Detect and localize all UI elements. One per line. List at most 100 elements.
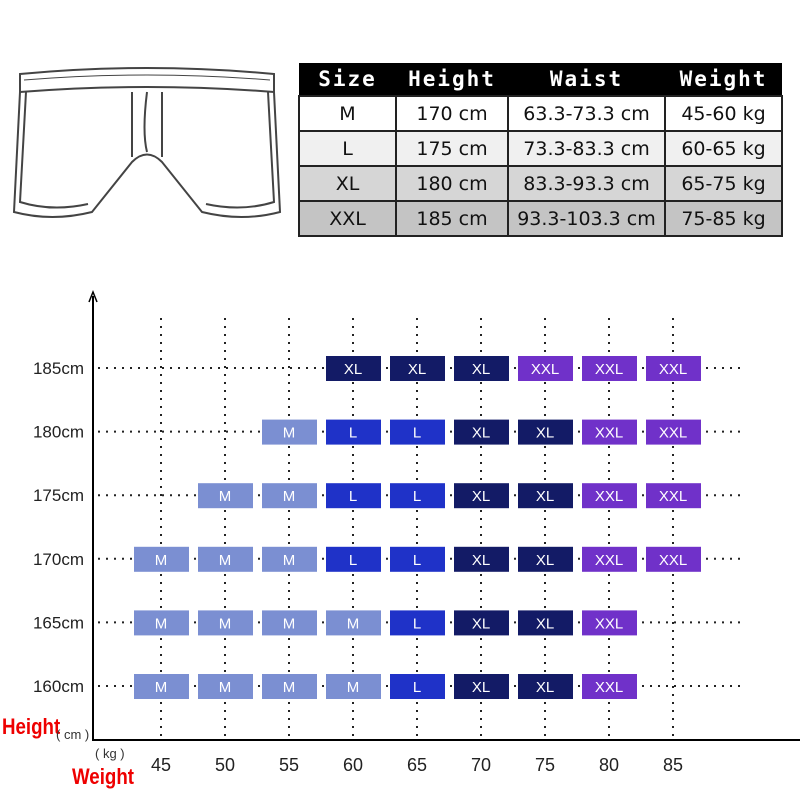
size-cell-xl: [518, 419, 573, 445]
size-cell-label: XL: [472, 615, 490, 632]
size-cell-xxl: [582, 546, 637, 572]
size-cell-m: [134, 674, 189, 699]
size-cell-label: L: [349, 425, 357, 442]
size-cell-label: L: [349, 552, 357, 569]
y-tick-label: 170cm: [33, 550, 84, 569]
header-waist: Waist: [508, 63, 665, 96]
x-tick-label: 65: [407, 755, 427, 775]
table-cell: 175 cm: [395, 130, 509, 167]
table-cell: 73.3-83.3 cm: [507, 130, 666, 167]
size-cell-label: M: [219, 615, 232, 632]
size-cell-label: XXL: [659, 425, 687, 442]
size-cell-label: M: [219, 488, 232, 505]
size-cell-xl: [454, 546, 509, 572]
table-cell: 75-85 kg: [664, 200, 783, 237]
size-cell-m: [134, 546, 189, 572]
size-cell-xl: [518, 674, 573, 699]
size-cell-xl: [454, 483, 509, 509]
x-tick-label: 85: [663, 755, 683, 775]
x-tick-label: 70: [471, 755, 491, 775]
size-cell-m: [198, 674, 253, 699]
x-tick-label: 50: [215, 755, 235, 775]
size-cell-label: XL: [408, 361, 426, 378]
size-cell-m: [262, 483, 317, 509]
y-tick-label: 175cm: [33, 486, 84, 505]
size-cell-label: M: [347, 615, 360, 632]
size-cell-label: L: [413, 552, 421, 569]
size-cell-l: [390, 674, 445, 699]
size-cell-label: XXL: [595, 361, 623, 378]
size-cell-m: [262, 546, 317, 572]
size-cell-label: XL: [536, 615, 554, 632]
table-cell: L: [298, 130, 397, 167]
size-cell-l: [390, 546, 445, 572]
x-axis-title: Weight: [72, 764, 134, 789]
size-cell-label: XL: [472, 679, 490, 696]
size-cell-label: L: [413, 425, 421, 442]
size-cell-l: [326, 546, 381, 572]
size-cell-xxl: [582, 419, 637, 445]
size-cell-label: XXL: [659, 361, 687, 378]
size-cell-label: XXL: [531, 361, 559, 378]
size-cell-xl: [454, 610, 509, 636]
size-cell-label: L: [413, 488, 421, 505]
size-cell-xxl: [582, 483, 637, 509]
y-tick-label: 165cm: [33, 613, 84, 632]
size-cell-xxl: [646, 419, 701, 445]
size-cell-label: XXL: [595, 615, 623, 632]
table-cell: M: [298, 95, 397, 132]
size-cell-label: XL: [344, 361, 362, 378]
size-cell-xxl: [646, 546, 701, 572]
table-cell: 180 cm: [395, 165, 509, 202]
x-tick-label: 80: [599, 755, 619, 775]
table-cell: 63.3-73.3 cm: [507, 95, 666, 132]
size-table: Size Height Waist Weight M 170 cm 63.3-73.…: [298, 63, 783, 237]
size-cell-xxl: [518, 356, 573, 381]
table-cell: 45-60 kg: [664, 95, 783, 132]
size-cell-m: [198, 483, 253, 509]
size-cell-label: XL: [472, 552, 490, 569]
size-cell-label: M: [283, 615, 296, 632]
size-cell-label: M: [219, 679, 232, 696]
size-cell-xxl: [582, 674, 637, 699]
size-cell-xl: [454, 356, 509, 381]
size-cell-label: L: [413, 615, 421, 632]
size-cell-xl: [518, 483, 573, 509]
size-cell-xxl: [646, 483, 701, 509]
size-cell-label: XXL: [659, 488, 687, 505]
size-cell-label: M: [283, 552, 296, 569]
size-cell-label: XL: [536, 552, 554, 569]
size-cell-m: [262, 419, 317, 445]
size-cell-label: M: [283, 488, 296, 505]
size-cell-label: XXL: [595, 488, 623, 505]
size-cell-l: [326, 419, 381, 445]
y-tick-label: 160cm: [33, 677, 84, 696]
size-cell-label: M: [347, 679, 360, 696]
y-axis-unit: ( cm ): [56, 727, 90, 742]
size-cell-xl: [518, 546, 573, 572]
table-row: L 175 cm 73.3-83.3 cm 60-65 kg: [298, 130, 783, 167]
y-axis-title: Height: [2, 714, 61, 739]
size-cell-xl: [390, 356, 445, 381]
size-cell-l: [326, 483, 381, 509]
size-cell-label: M: [283, 679, 296, 696]
size-cell-label: XXL: [595, 552, 623, 569]
header-weight: Weight: [665, 63, 782, 96]
size-cell-label: M: [155, 679, 168, 696]
size-cell-label: XXL: [659, 552, 687, 569]
size-cell-label: M: [155, 552, 168, 569]
table-cell: 185 cm: [395, 200, 509, 237]
size-cell-label: L: [413, 679, 421, 696]
size-cell-label: XL: [536, 679, 554, 696]
boxer-briefs-illustration: [12, 67, 282, 218]
size-cell-label: XL: [472, 488, 490, 505]
table-cell: 65-75 kg: [664, 165, 783, 202]
size-cell-xl: [326, 356, 381, 381]
x-tick-label: 75: [535, 755, 555, 775]
size-cell-label: XL: [536, 425, 554, 442]
size-cell-label: L: [349, 488, 357, 505]
size-cell-label: XL: [536, 488, 554, 505]
size-cell-label: XL: [472, 425, 490, 442]
size-cell-xl: [454, 674, 509, 699]
